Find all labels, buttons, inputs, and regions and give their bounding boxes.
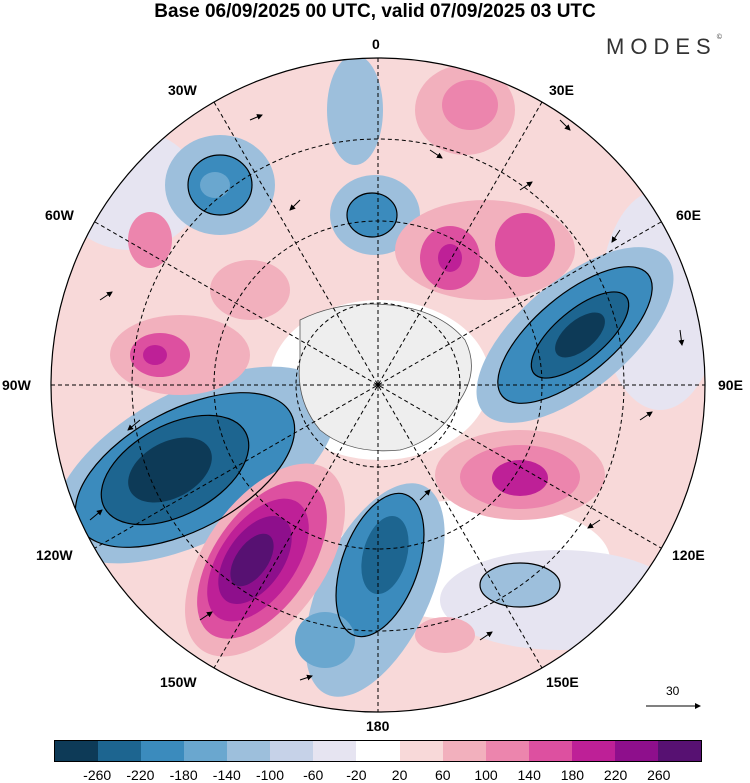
lon-label-150w: 150W <box>160 674 197 690</box>
colorbar-tick-label: -140 <box>212 767 241 783</box>
positive-anomaly <box>415 65 515 155</box>
lon-label-90e: 90E <box>718 377 743 393</box>
contours <box>74 154 653 638</box>
colorbar-swatch <box>227 741 271 761</box>
brand-logo: MODES© <box>606 34 722 60</box>
map-boundary <box>50 57 706 713</box>
colorbar-tick-label: -100 <box>255 767 285 783</box>
colorbar-swatch <box>184 741 228 761</box>
colorbar-tick-label: 60 <box>435 767 451 783</box>
colorbar-swatch <box>313 741 357 761</box>
colorbar-tick-label: 140 <box>517 767 541 783</box>
map-title: Base 06/09/2025 00 UTC, valid 07/09/2025… <box>154 1 596 22</box>
lon-label-60e: 60E <box>676 207 701 223</box>
colorbar-swatch <box>55 741 99 761</box>
lon-label-90w: 90W <box>2 377 31 393</box>
positive-anomaly <box>395 200 575 300</box>
colorbar-swatch <box>657 741 701 761</box>
colorbar-tick-label: 180 <box>560 767 585 783</box>
lon-label-0: 0 <box>372 36 380 52</box>
colorbar-swatch <box>485 741 529 761</box>
lon-label-30e: 30E <box>549 82 574 98</box>
colorbar-tick-label: 220 <box>603 767 628 783</box>
colorbar-tick-label: -20 <box>346 767 367 783</box>
colorbar-swatch <box>141 741 185 761</box>
positive-anomaly <box>110 212 290 395</box>
brand-name: MODES <box>606 34 717 59</box>
colorbar-swatch <box>528 741 572 761</box>
lon-label-180: 180 <box>366 718 390 734</box>
wind-vectors <box>89 114 685 681</box>
negative-anomaly <box>295 483 445 697</box>
colorbar-swatch <box>614 741 658 761</box>
anomaly-field <box>51 58 705 712</box>
lon-label-60w: 60W <box>45 207 74 223</box>
lon-label-150e: 150E <box>546 674 579 690</box>
negative-anomaly <box>165 135 275 235</box>
colorbar-swatch <box>356 741 400 761</box>
positive-anomaly <box>435 430 605 520</box>
lon-label-120w: 120W <box>36 547 73 563</box>
colorbar-tick-label: 260 <box>647 767 671 783</box>
colorbar-tick-label: -260 <box>83 767 112 783</box>
colorbar-swatch <box>571 741 615 761</box>
colorbar-tick-label: -220 <box>126 767 155 783</box>
colorbar-swatch <box>270 741 314 761</box>
grid-lines <box>51 58 705 712</box>
negative-anomaly <box>476 247 674 423</box>
positive-anomaly <box>185 463 345 657</box>
colorbar-swatch <box>399 741 443 761</box>
colorbar-tick-label: 20 <box>391 767 408 783</box>
brand-mark: © <box>716 34 722 41</box>
lon-label-120e: 120E <box>672 547 705 563</box>
colorbar-tick-label: -60 <box>303 767 324 783</box>
negative-anomaly <box>327 58 420 255</box>
negative-anomaly <box>53 366 337 564</box>
colorbar-swatch <box>98 741 142 761</box>
reference-vector-label: 30 <box>666 684 680 698</box>
colorbar-tick-label: -180 <box>169 767 198 783</box>
polar-map <box>50 57 706 713</box>
south-pole-marker <box>376 383 380 387</box>
positive-anomaly <box>415 617 475 653</box>
antarctica-coast <box>298 303 472 452</box>
colorbar-tick-label: 100 <box>474 767 498 783</box>
colorbar-swatch <box>442 741 486 761</box>
lon-label-30w: 30W <box>168 82 197 98</box>
colorbar <box>54 740 702 762</box>
